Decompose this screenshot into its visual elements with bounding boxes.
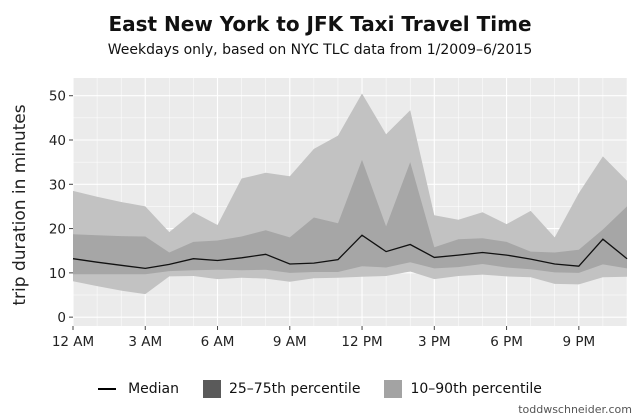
y-tick-label: 30 (49, 177, 66, 193)
x-tick-label: 9 PM (562, 334, 595, 350)
legend-swatch-iqr (202, 380, 221, 398)
x-tick-label: 6 AM (201, 334, 235, 350)
y-tick-label: 50 (49, 89, 66, 105)
median-line (72, 234, 628, 270)
legend-item-p10-90: 10–90th percentile (384, 380, 542, 398)
chart-title: East New York to JFK Taxi Travel Time (108, 12, 532, 36)
legend-label-p10-90: 10–90th percentile (410, 381, 542, 397)
chart-subtitle: Weekdays only, based on NYC TLC data fro… (107, 42, 533, 58)
legend-item-median: Median (98, 381, 179, 397)
band-25-75-percentile (73, 159, 627, 275)
x-tick-label: 12 PM (341, 334, 382, 350)
legend-label-iqr: 25–75th percentile (228, 381, 361, 397)
legend: Median 25–75th percentile 10–90th percen… (0, 380, 640, 398)
y-tick-label: 0 (57, 310, 66, 326)
x-tick-label: 6 PM (490, 334, 523, 350)
legend-swatch-median (98, 388, 117, 390)
x-tick-label: 3 PM (418, 334, 451, 350)
x-axis-ticks: 12 AM 3 AM 6 AM 9 AM 12 PM 3 PM 6 PM 9 PM (52, 326, 595, 350)
x-tick-label: 3 AM (128, 334, 162, 350)
legend-swatch-p10-90 (384, 380, 403, 398)
y-tick-label: 20 (49, 222, 66, 238)
x-tick-label: 9 AM (273, 334, 307, 350)
x-tick-label: 12 AM (52, 334, 94, 350)
y-tick-label: 10 (49, 266, 66, 282)
legend-item-iqr: 25–75th percentile (202, 380, 361, 398)
y-axis-ticks: 0 10 20 30 40 50 (49, 89, 73, 326)
legend-label-median: Median (128, 381, 179, 397)
source-credit: toddwschneider.com (518, 403, 632, 416)
y-tick-label: 40 (49, 133, 66, 149)
